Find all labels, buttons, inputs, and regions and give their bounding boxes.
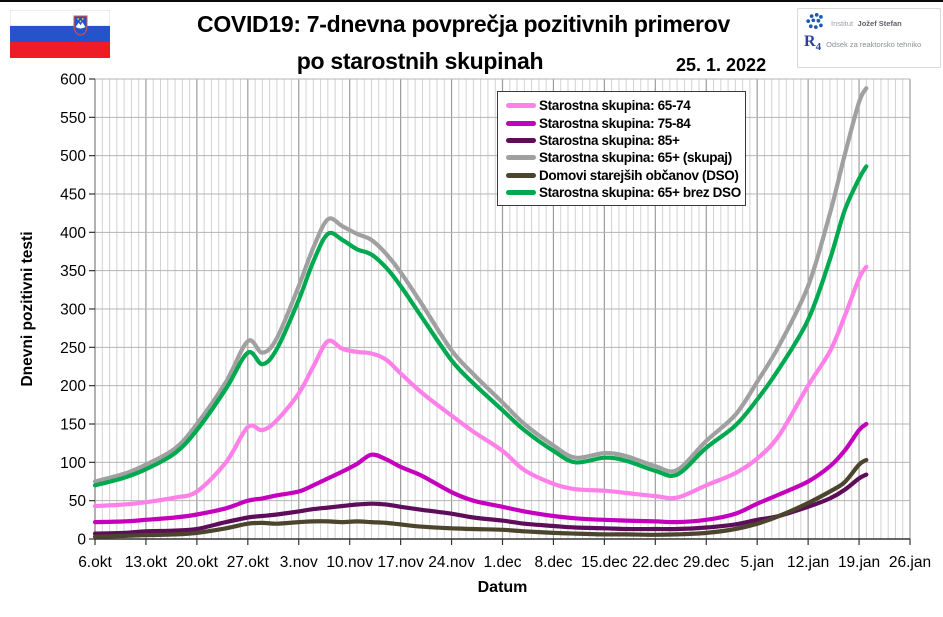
y-tick-label: 500 xyxy=(60,148,86,165)
institute-logo-box: Institut Jožef Stefan R4 Odsek za reakto… xyxy=(797,8,941,68)
x-tick-label: 29.dec xyxy=(683,554,730,571)
x-tick-label: 8.dec xyxy=(534,554,572,571)
slovenia-flag-icon xyxy=(10,10,110,58)
x-axis-title: Datum xyxy=(477,579,528,596)
chart-series-lines xyxy=(92,86,869,539)
legend-item: Domovi starejših občanov (DSO) xyxy=(506,167,739,184)
slovenia-coat-of-arms-icon xyxy=(73,15,88,36)
y-tick-label: 150 xyxy=(60,417,86,434)
legend-label: Starostna skupina: 75-84 xyxy=(539,115,691,131)
legend-swatch-icon xyxy=(506,190,536,196)
y-tick-label: 200 xyxy=(60,378,86,395)
y-tick-label: 550 xyxy=(60,110,86,127)
y-tick-label: 50 xyxy=(69,493,87,510)
x-tick-label: 5.jan xyxy=(740,554,774,571)
chart-tick-labels: 0 50 100 150 200 250 300 350 400 450 500 550 600 6.ok… xyxy=(60,72,931,572)
legend-label: Starostna skupina: 65+ (skupaj) xyxy=(539,150,732,166)
y-tick-label: 450 xyxy=(60,187,86,204)
x-tick-label: 12.jan xyxy=(787,554,829,571)
y-tick-label: 350 xyxy=(60,263,86,280)
legend-item: Starostna skupina: 65+ (skupaj) xyxy=(506,149,739,166)
y-tick-label: 0 xyxy=(77,532,86,549)
y-tick-label: 250 xyxy=(60,340,86,357)
x-tick-label: 1.dec xyxy=(484,554,522,571)
chart-axes xyxy=(89,78,911,545)
ijs-logo-text: Institut Jožef Stefan xyxy=(831,13,902,31)
ijs-text-prefix: Institut xyxy=(831,19,854,28)
x-tick-label: 13.okt xyxy=(125,554,168,571)
legend-label: Domovi starejših občanov (DSO) xyxy=(539,167,739,183)
x-tick-label: 10.nov xyxy=(326,554,373,571)
x-tick-label: 22.dec xyxy=(632,554,679,571)
legend-swatch-icon xyxy=(506,155,536,161)
legend-label: Starostna skupina: 85+ xyxy=(539,132,680,148)
series-line-domovi-starej-ih-ob-anov-dso xyxy=(92,457,869,539)
y-tick-label: 600 xyxy=(60,72,86,89)
report-date: 25. 1. 2022 xyxy=(676,55,767,75)
y-axis-title: Dnevni pozitivni testi xyxy=(19,231,36,387)
y-tick-label: 100 xyxy=(60,455,86,472)
r4-logo-row: R4 Odsek za reaktorsko tehniko xyxy=(798,32,940,54)
x-tick-label: 15.dec xyxy=(581,554,628,571)
series-line-starostna-skupina-85 xyxy=(92,472,869,536)
page-title: COVID19: 7-dnevna povprečja pozitivnih p… xyxy=(197,11,730,37)
ijs-dots-logo-icon xyxy=(806,13,823,29)
legend-swatch-icon xyxy=(506,120,536,126)
r4-department-text: Odsek za reaktorsko tehniko xyxy=(826,40,922,50)
legend-swatch-icon xyxy=(506,172,536,178)
x-tick-label: 24.nov xyxy=(428,554,475,571)
legend-label: Starostna skupina: 65-74 xyxy=(539,98,691,114)
series-line-starostna-skupina-65-74 xyxy=(92,264,869,509)
x-tick-label: 3.nov xyxy=(280,554,318,571)
legend-swatch-icon xyxy=(506,103,536,109)
page-subtitle: po starostnih skupinah xyxy=(296,48,544,74)
x-tick-label: 17.nov xyxy=(377,554,424,571)
legend-label: Starostna skupina: 65+ brez DSO xyxy=(539,185,741,201)
ijs-text-name: Jožef Stefan xyxy=(857,19,902,28)
r4-logo-icon: R4 xyxy=(804,33,822,54)
legend-item: Starostna skupina: 65+ brez DSO xyxy=(506,184,741,201)
x-tick-label: 6.okt xyxy=(78,554,112,571)
series-line-starostna-skupina-65-brez-dso xyxy=(92,164,869,488)
y-tick-label: 300 xyxy=(60,302,86,319)
series-line-starostna-skupina-65-skupaj xyxy=(92,86,869,484)
y-tick-label: 400 xyxy=(60,225,86,242)
chart-legend: Starostna skupina: 65-74 Starostna skupin… xyxy=(497,91,746,207)
legend-item: Starostna skupina: 75-84 xyxy=(506,114,739,131)
x-tick-label: 20.okt xyxy=(176,554,219,571)
legend-item: Starostna skupina: 65-74 xyxy=(506,97,739,114)
x-tick-label: 27.okt xyxy=(227,554,270,571)
series-line-starostna-skupina-75-84 xyxy=(92,421,869,525)
ijs-logo-row: Institut Jožef Stefan xyxy=(798,9,940,32)
legend-swatch-icon xyxy=(506,137,536,143)
legend-item: Starostna skupina: 85+ xyxy=(506,132,739,149)
x-tick-label: 26.jan xyxy=(889,554,931,571)
x-tick-label: 19.jan xyxy=(838,554,880,571)
